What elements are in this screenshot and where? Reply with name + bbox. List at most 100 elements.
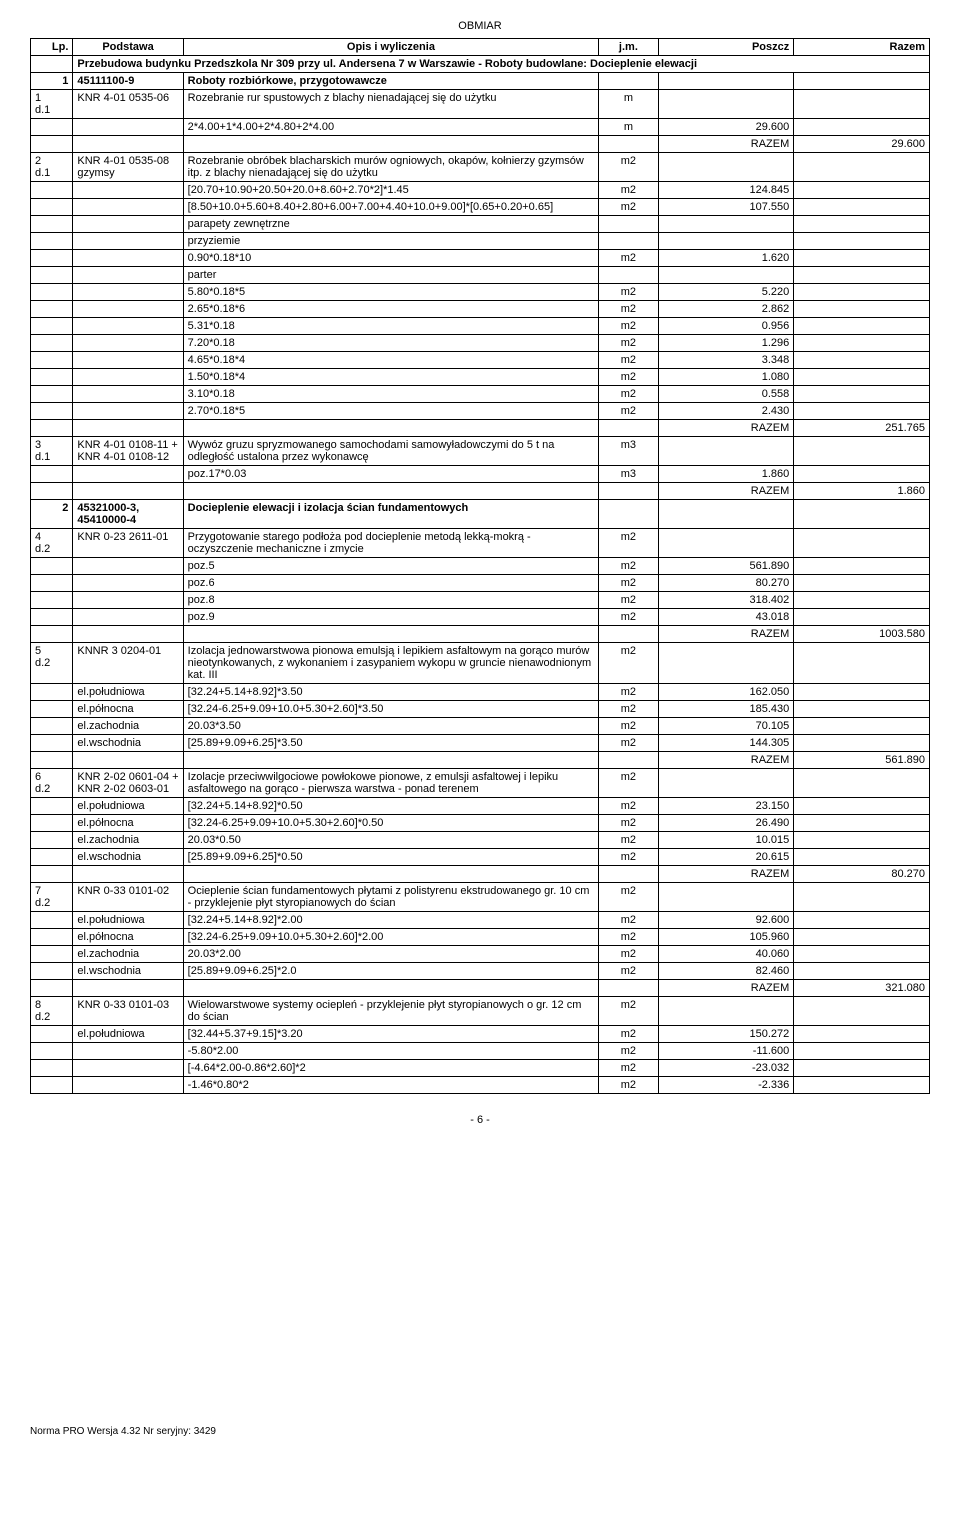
cell: 105.960 — [658, 929, 794, 946]
cell — [31, 369, 73, 386]
cell — [31, 912, 73, 929]
cell: m2 — [599, 1060, 658, 1077]
cell: m2 — [599, 1043, 658, 1060]
cell — [794, 335, 930, 352]
cell — [183, 136, 599, 153]
cell: poz.17*0.03 — [183, 466, 599, 483]
cell: RAZEM — [658, 483, 794, 500]
calc-row: 2.65*0.18*6m22.862 — [31, 301, 930, 318]
cell: 1.50*0.18*4 — [183, 369, 599, 386]
cell: 144.305 — [658, 735, 794, 752]
cell — [599, 626, 658, 643]
section-row: 245321000-3, 45410000-4Docieplenie elewa… — [31, 500, 930, 529]
cell: -1.46*0.80*2 — [183, 1077, 599, 1094]
cell: KNR 4-01 0535-08 gzymsy — [73, 153, 183, 182]
cell — [31, 420, 73, 437]
calc-row: -1.46*0.80*2m2-2.336 — [31, 1077, 930, 1094]
cell: 5.220 — [658, 284, 794, 301]
cell: 107.550 — [658, 199, 794, 216]
cell — [794, 718, 930, 735]
cell — [794, 883, 930, 912]
col-opis: Opis i wyliczenia — [183, 39, 599, 56]
cell: m2 — [599, 946, 658, 963]
cell: -23.032 — [658, 1060, 794, 1077]
cell — [31, 592, 73, 609]
cell — [794, 946, 930, 963]
cell — [794, 199, 930, 216]
cell: [20.70+10.90+20.50+20.0+8.60+2.70*2]*1.4… — [183, 182, 599, 199]
cell: 10.015 — [658, 832, 794, 849]
cell — [658, 643, 794, 684]
cell — [73, 466, 183, 483]
cell — [73, 267, 183, 284]
cell — [31, 352, 73, 369]
cell: m2 — [599, 849, 658, 866]
cell — [31, 609, 73, 626]
cell: 20.615 — [658, 849, 794, 866]
cell: 1 — [31, 73, 73, 90]
page-header: OBMIAR — [30, 20, 930, 32]
cell — [31, 980, 73, 997]
cell — [599, 980, 658, 997]
cell: poz.6 — [183, 575, 599, 592]
cell: m2 — [599, 558, 658, 575]
cell — [31, 1077, 73, 1094]
cell: Wielowarstwowe systemy ociepleń - przykl… — [183, 997, 599, 1026]
cell — [658, 153, 794, 182]
cell: el.południowa — [73, 798, 183, 815]
cell: Wywóz gruzu spryzmowanego samochodami sa… — [183, 437, 599, 466]
cell: 6 d.2 — [31, 769, 73, 798]
cell: 1003.580 — [794, 626, 930, 643]
cell — [794, 403, 930, 420]
calc-row: el.zachodnia20.03*0.50m210.015 — [31, 832, 930, 849]
cell — [73, 752, 183, 769]
cell — [73, 483, 183, 500]
cell — [794, 832, 930, 849]
cell: m2 — [599, 301, 658, 318]
razem-row: RAZEM29.600 — [31, 136, 930, 153]
cell: KNR 0-33 0101-03 — [73, 997, 183, 1026]
calc-row: el.południowa[32.24+5.14+8.92]*3.50m2162… — [31, 684, 930, 701]
cell: m2 — [599, 1026, 658, 1043]
cell — [658, 769, 794, 798]
cell — [31, 335, 73, 352]
col-podstawa: Podstawa — [73, 39, 183, 56]
calc-row: 5.31*0.18m20.956 — [31, 318, 930, 335]
cell: [32.24+5.14+8.92]*3.50 — [183, 684, 599, 701]
cell — [73, 403, 183, 420]
cell: m2 — [599, 832, 658, 849]
calc-row: el.wschodnia[25.89+9.09+6.25]*2.0m282.46… — [31, 963, 930, 980]
cell — [73, 369, 183, 386]
cell: m2 — [599, 769, 658, 798]
calc-row: el.wschodnia[25.89+9.09+6.25]*3.50m2144.… — [31, 735, 930, 752]
col-razem: Razem — [794, 39, 930, 56]
cell — [794, 267, 930, 284]
cell — [31, 1060, 73, 1077]
cell — [31, 119, 73, 136]
cell: [8.50+10.0+5.60+8.40+2.80+6.00+7.00+4.40… — [183, 199, 599, 216]
cell — [599, 866, 658, 883]
cell — [31, 929, 73, 946]
cell: [25.89+9.09+6.25]*3.50 — [183, 735, 599, 752]
cell: m2 — [599, 199, 658, 216]
cell: [32.24-6.25+9.09+10.0+5.30+2.60]*2.00 — [183, 929, 599, 946]
cell — [794, 352, 930, 369]
cell — [794, 437, 930, 466]
cell: KNR 4-01 0108-11 + KNR 4-01 0108-12 — [73, 437, 183, 466]
razem-row: RAZEM1.860 — [31, 483, 930, 500]
cell — [73, 199, 183, 216]
calc-row: przyziemie — [31, 233, 930, 250]
cell — [31, 946, 73, 963]
cell — [794, 849, 930, 866]
cell: RAZEM — [658, 980, 794, 997]
cell: Rozebranie obróbek blacharskich murów og… — [183, 153, 599, 182]
cell: Ocieplenie ścian fundamentowych płytami … — [183, 883, 599, 912]
cell: 2 d.1 — [31, 153, 73, 182]
cell: 45321000-3, 45410000-4 — [73, 500, 183, 529]
cell: 26.490 — [658, 815, 794, 832]
cell — [31, 466, 73, 483]
cell: poz.9 — [183, 609, 599, 626]
cell: m2 — [599, 1077, 658, 1094]
razem-row: RAZEM251.765 — [31, 420, 930, 437]
cell — [73, 386, 183, 403]
